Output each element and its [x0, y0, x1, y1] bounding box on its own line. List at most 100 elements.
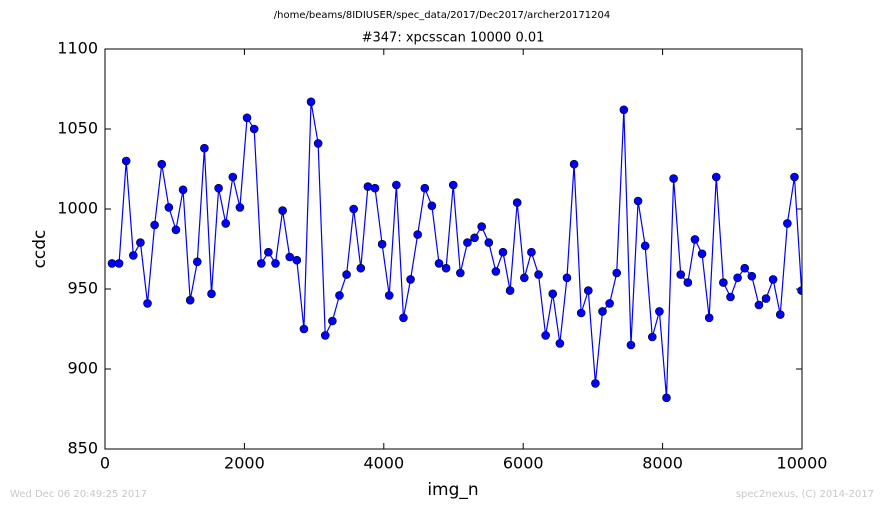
data-point — [384, 291, 394, 300]
data-point — [768, 275, 778, 284]
data-point — [477, 222, 486, 231]
data-point — [719, 278, 728, 287]
data-point — [107, 259, 117, 268]
credit: spec2nexus, (C) 2014-2017 — [736, 489, 874, 500]
data-point — [271, 259, 280, 268]
timestamp: Wed Dec 06 20:49:25 2017 — [10, 489, 147, 500]
data-point — [420, 183, 430, 193]
plot-frame — [104, 48, 803, 450]
data-point — [114, 259, 124, 268]
data-point — [456, 268, 465, 278]
data-point — [761, 294, 771, 303]
data-point — [448, 180, 458, 190]
data-point — [157, 159, 167, 169]
data-point — [207, 289, 216, 299]
data-point — [143, 299, 152, 308]
y-tick-label: 850 — [67, 439, 98, 458]
data-point — [470, 233, 479, 243]
data-point — [299, 324, 309, 334]
data-point — [640, 241, 650, 251]
data-point — [192, 257, 202, 267]
x-tick-label: 2000 — [224, 454, 265, 473]
data-point — [583, 286, 593, 295]
data-point — [697, 249, 707, 259]
data-point — [740, 263, 750, 273]
data-point — [342, 270, 351, 279]
data-point — [669, 174, 678, 183]
data-point — [569, 159, 579, 169]
data-point — [520, 273, 529, 283]
data-point — [655, 307, 664, 316]
data-point — [377, 239, 387, 249]
data-point — [363, 182, 373, 191]
data-point — [555, 339, 565, 348]
data-point — [313, 139, 323, 148]
data-point — [121, 156, 131, 166]
x-tick-label: 6000 — [503, 454, 544, 473]
data-point — [662, 393, 671, 403]
data-point — [463, 238, 472, 247]
data-point — [441, 263, 451, 273]
data-point — [527, 247, 536, 257]
data-point — [285, 252, 295, 262]
data-point — [328, 316, 337, 326]
data-point — [370, 183, 380, 193]
x-tick-label: 8000 — [642, 454, 683, 473]
y-tick-label: 1100 — [57, 39, 98, 58]
data-point — [790, 172, 799, 182]
suptitle: /home/beams/8IDIUSER/spec_data/2017/Dec2… — [274, 10, 610, 21]
data-point — [320, 331, 330, 340]
data-point — [562, 273, 572, 283]
data-point — [434, 259, 444, 268]
data-point — [598, 307, 607, 316]
data-point — [185, 295, 195, 305]
data-point — [256, 259, 266, 268]
data-point — [633, 196, 643, 206]
data-point — [498, 247, 508, 257]
data-point — [775, 310, 785, 319]
data-point — [128, 251, 138, 260]
data-point — [626, 340, 636, 350]
data-point — [392, 180, 401, 190]
y-tick-label: 1000 — [57, 199, 98, 218]
data-point — [484, 238, 494, 247]
data-point — [178, 185, 188, 195]
data-point — [591, 379, 600, 388]
data-point — [576, 308, 586, 318]
x-tick-label: 4000 — [363, 454, 404, 473]
data-point — [292, 255, 302, 265]
data-point — [733, 273, 742, 283]
data-point — [136, 238, 145, 247]
data-point — [335, 291, 344, 300]
data-point — [164, 203, 174, 212]
data-point — [264, 247, 273, 257]
data-point — [249, 124, 259, 134]
data-point — [150, 220, 159, 230]
data-point — [349, 204, 358, 214]
data-point — [619, 105, 629, 115]
data-point — [512, 198, 522, 207]
data-point — [399, 313, 408, 323]
x-tick-label: 0 — [100, 454, 110, 473]
data-point — [754, 300, 764, 310]
data-point — [200, 143, 209, 153]
x-axis-label: img_n — [427, 480, 478, 500]
data-point — [683, 278, 693, 287]
data-point — [228, 172, 238, 182]
data-point — [221, 219, 231, 228]
data-point — [214, 183, 223, 193]
chart-title: #347: xpcsscan 10000 0.01 — [362, 31, 545, 46]
y-axis-label: ccdc — [30, 230, 50, 269]
data-point — [704, 313, 714, 323]
data-point — [605, 299, 614, 308]
data-point — [406, 275, 415, 284]
data-point — [541, 331, 550, 340]
data-point — [711, 172, 721, 182]
y-tick-label: 950 — [67, 279, 98, 298]
data-point — [690, 235, 700, 244]
y-tick-label: 1050 — [57, 119, 98, 138]
data-point — [427, 201, 437, 211]
data-point — [647, 332, 657, 342]
